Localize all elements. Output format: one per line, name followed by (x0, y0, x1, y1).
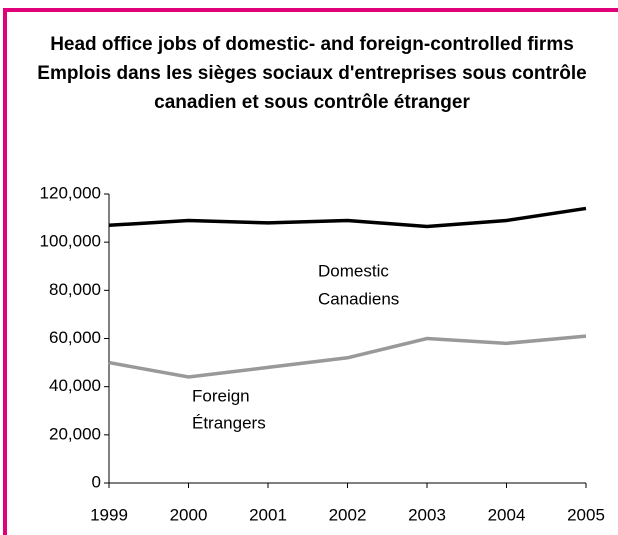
x-tick-label: 2002 (329, 505, 367, 524)
x-tick-label: 2004 (488, 505, 526, 524)
chart-subtitle: Emplois dans les sièges sociaux d'entrep… (37, 63, 587, 113)
chart-title-block: Head office jobs of domestic- and foreig… (12, 30, 612, 117)
y-tick-label: 40,000 (49, 376, 101, 395)
annotation: Canadiens (318, 289, 399, 308)
annotation: Étrangers (192, 413, 266, 432)
x-tick-label: 2000 (170, 505, 208, 524)
chart-title: Head office jobs of domestic- and foreig… (50, 34, 574, 55)
annotation: Domestic (318, 261, 389, 280)
x-tick-label: 2001 (249, 505, 287, 524)
y-tick-label: 0 (92, 472, 101, 491)
x-tick-label: 2003 (408, 505, 446, 524)
x-tick-label: 1999 (90, 505, 128, 524)
y-tick-label: 60,000 (49, 328, 101, 347)
x-tick-label: 2005 (567, 505, 605, 524)
series-line (108, 334, 587, 379)
y-tick-label: 100,000 (40, 232, 101, 251)
series-line (108, 206, 587, 229)
y-tick-label: 80,000 (49, 280, 101, 299)
y-tick-label: 20,000 (49, 424, 101, 443)
y-tick-label: 120,000 (40, 183, 101, 202)
annotation: Foreign (192, 386, 250, 405)
